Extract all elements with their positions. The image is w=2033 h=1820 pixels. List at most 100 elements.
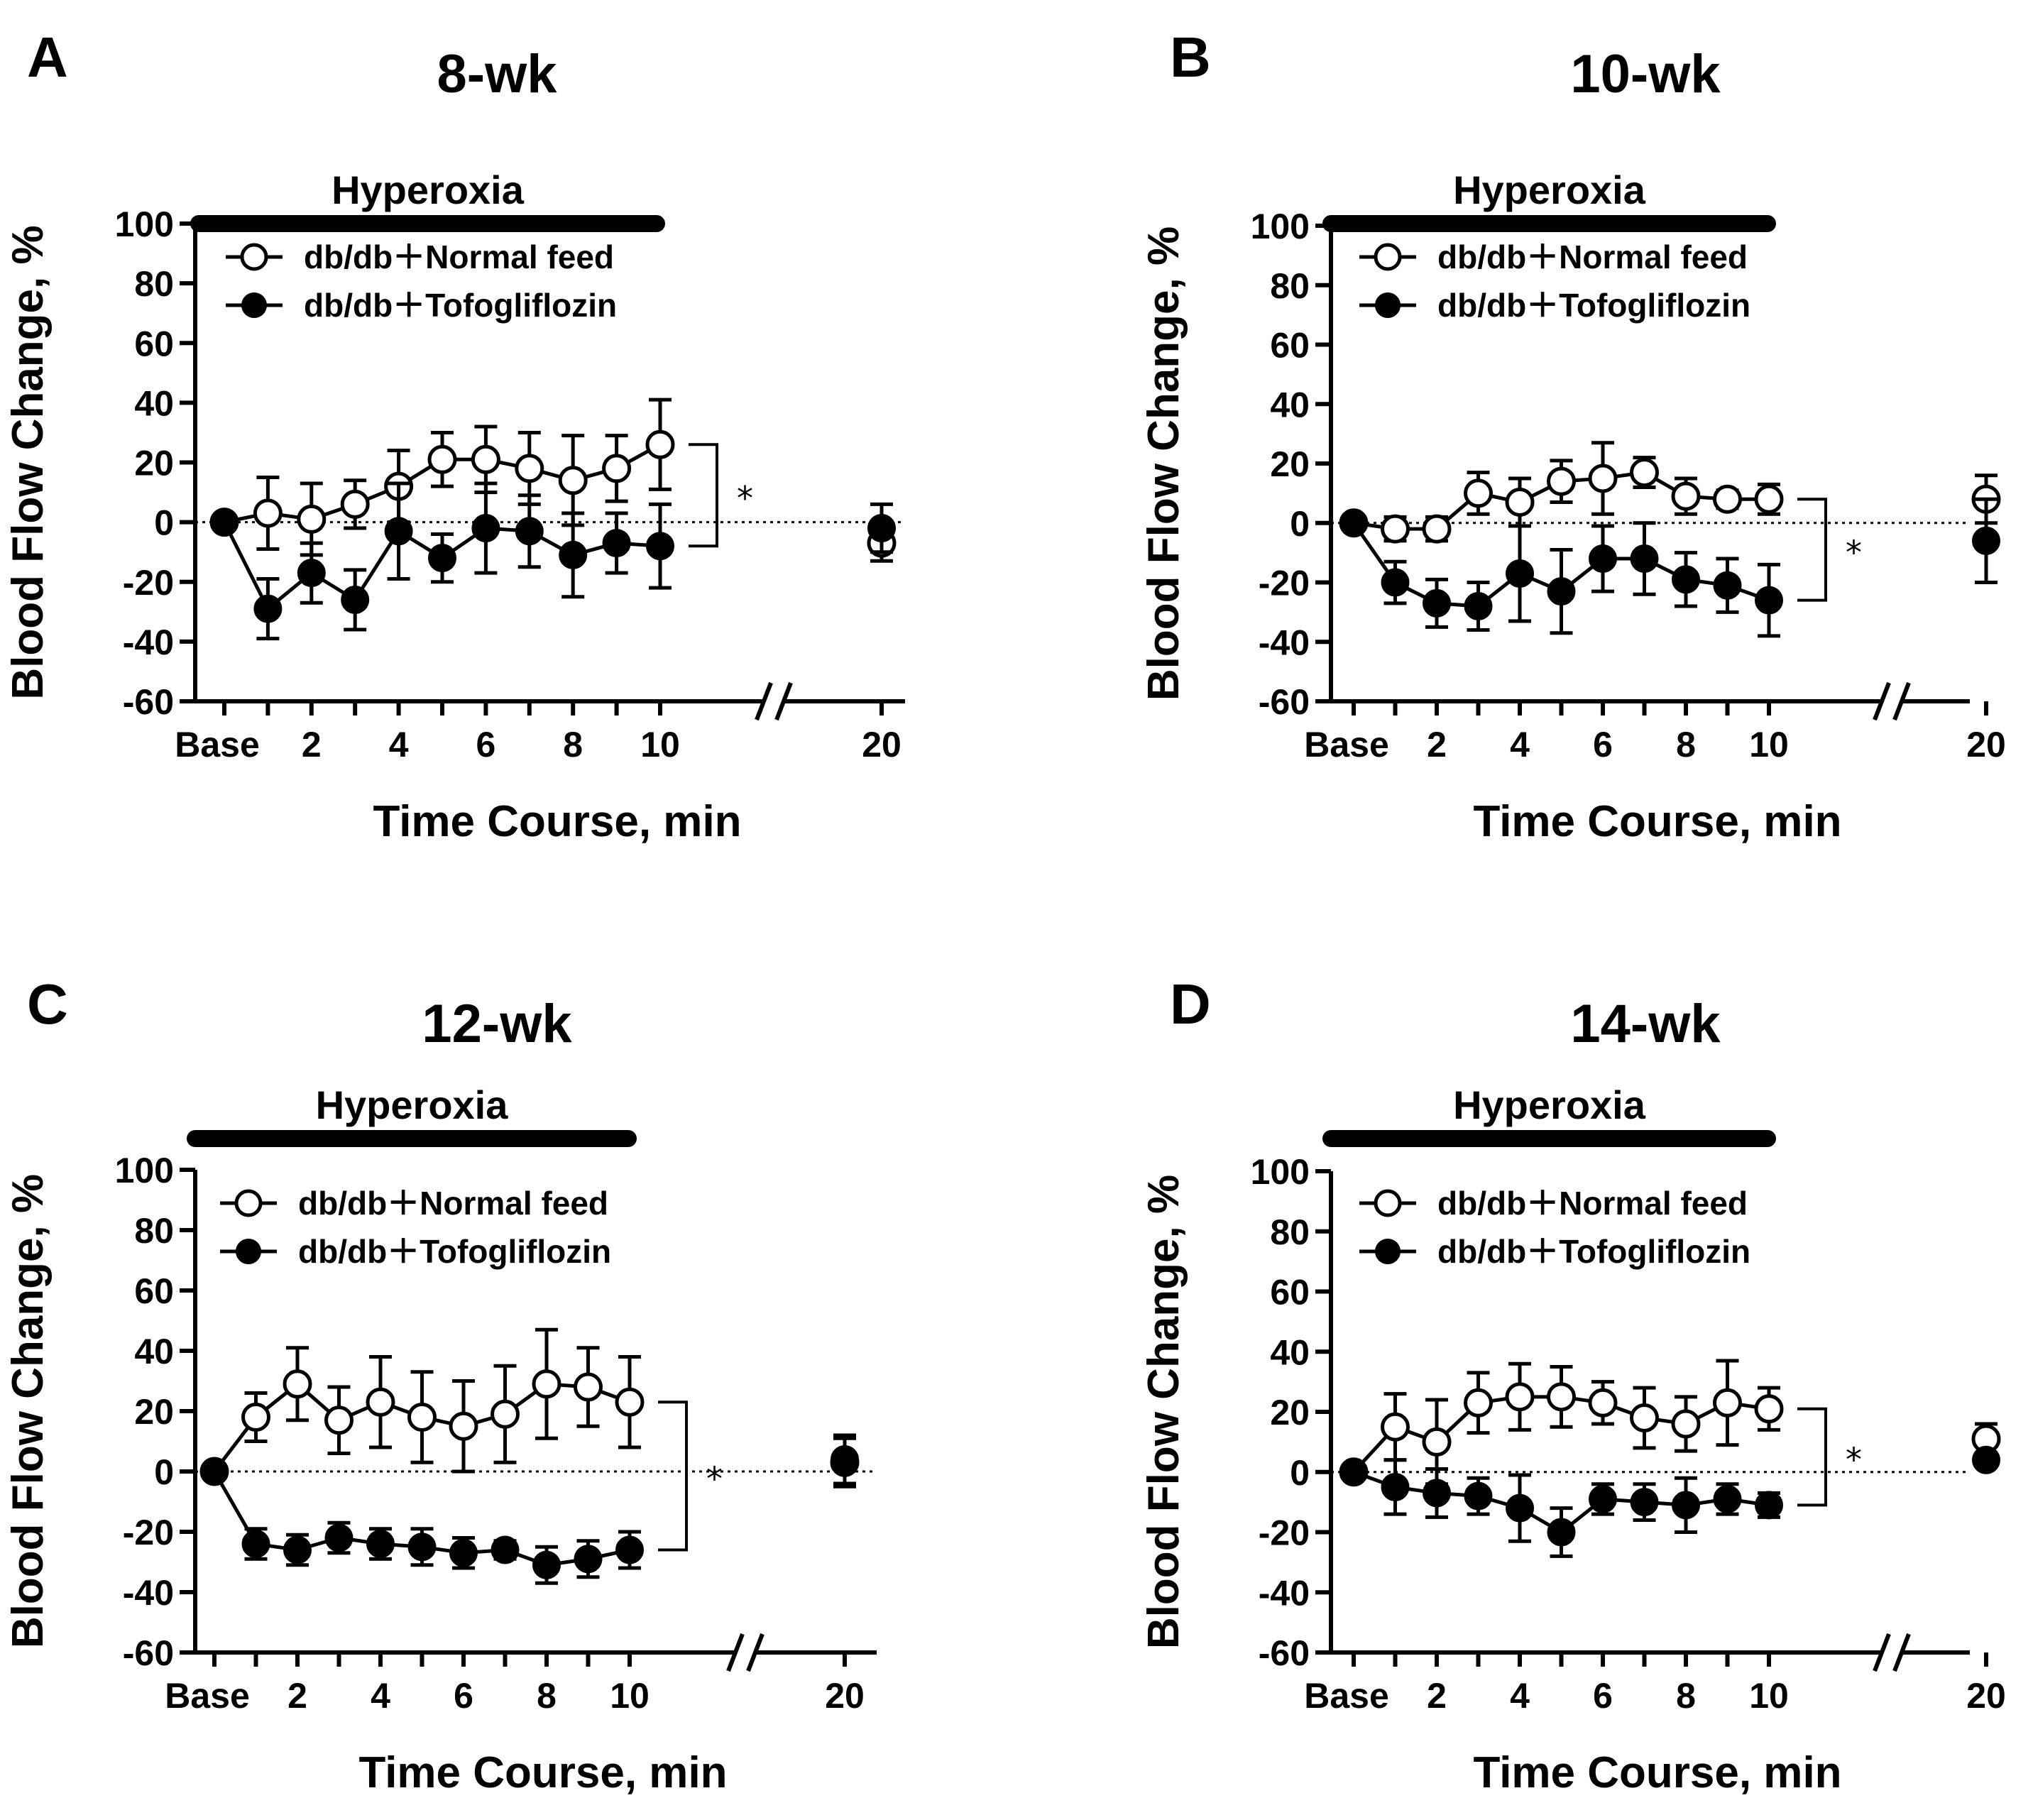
data-point-filled bbox=[532, 1550, 561, 1579]
data-point-filled bbox=[283, 1535, 312, 1564]
data-point-filled bbox=[1755, 586, 1783, 615]
legend-label: db/db＋Normal feed bbox=[304, 239, 614, 275]
x-tick-label: 20 bbox=[825, 1676, 865, 1716]
x-tick-label: 2 bbox=[1427, 1676, 1447, 1716]
data-point-open bbox=[1630, 458, 1659, 488]
panel-title: 8-wk bbox=[437, 44, 558, 104]
x-tick-label: 10 bbox=[1749, 1676, 1789, 1716]
y-tick-label: -40 bbox=[123, 623, 174, 662]
legend-marker bbox=[1375, 292, 1401, 318]
x-axis-title: Time Course, min bbox=[1473, 1748, 1841, 1797]
data-point-open bbox=[407, 1403, 437, 1432]
data-point-filled bbox=[602, 529, 631, 558]
axis-break-mark bbox=[1892, 681, 1911, 721]
data-point-open bbox=[1713, 1388, 1742, 1418]
data-point-filled bbox=[867, 514, 896, 543]
legend-label: db/db＋Normal feed bbox=[1437, 239, 1748, 275]
y-tick-label: -20 bbox=[1259, 564, 1310, 603]
y-tick-label: 60 bbox=[1270, 1273, 1310, 1312]
y-tick-label: 20 bbox=[1270, 444, 1310, 484]
data-point-open bbox=[449, 1411, 478, 1441]
data-point-filled bbox=[366, 1530, 395, 1558]
data-point-filled bbox=[646, 532, 674, 561]
axis-break-mark bbox=[1873, 681, 1891, 721]
data-point-open bbox=[283, 1369, 312, 1399]
series-tofogliflozin bbox=[1339, 1445, 2000, 1558]
data-point-open bbox=[1671, 481, 1701, 511]
data-point-filled bbox=[615, 1535, 644, 1564]
data-point-filled bbox=[1672, 1491, 1700, 1520]
series-tofogliflozin bbox=[210, 481, 896, 641]
y-tick-label: 100 bbox=[1251, 1152, 1310, 1192]
y-tick-label: -20 bbox=[123, 563, 174, 603]
data-point-open bbox=[1422, 514, 1452, 544]
y-tick-label: 40 bbox=[1270, 1332, 1310, 1372]
data-point-open bbox=[1505, 487, 1535, 517]
data-point-open bbox=[1381, 514, 1410, 544]
data-point-filled bbox=[1713, 571, 1742, 600]
x-tick-label: 8 bbox=[537, 1676, 557, 1716]
chart-panel-c: C 12-wk Hyperoxia 100 80 60 40 20 0 -20 -40 -60Base… bbox=[4, 972, 877, 1797]
x-tick-label: 6 bbox=[1593, 725, 1613, 764]
series-normal-feed bbox=[209, 398, 897, 563]
y-tick-label: -40 bbox=[1259, 623, 1310, 662]
data-point-open bbox=[324, 1405, 354, 1435]
x-tick-label: 6 bbox=[1593, 1676, 1613, 1716]
data-point-filled bbox=[1589, 1484, 1617, 1513]
series-tofogliflozin bbox=[1339, 497, 2000, 638]
data-point-filled bbox=[1547, 577, 1576, 606]
data-point-filled bbox=[200, 1457, 229, 1486]
legend-label: db/db＋Tofogliflozin bbox=[304, 287, 617, 324]
series-normal-feed bbox=[1339, 441, 2001, 544]
x-tick-label: 4 bbox=[371, 1676, 390, 1716]
y-tick-label: -60 bbox=[1259, 682, 1310, 722]
data-point-filled bbox=[1506, 1493, 1534, 1523]
legend-label: db/db＋Tofogliflozin bbox=[1437, 1233, 1750, 1270]
legend-label: db/db＋Tofogliflozin bbox=[1437, 287, 1750, 324]
legend-marker bbox=[1374, 243, 1402, 271]
y-tick-label: 80 bbox=[134, 264, 174, 304]
hyperoxia-label: Hyperoxia bbox=[331, 168, 525, 212]
data-point-open bbox=[602, 454, 632, 483]
panel-letter: B bbox=[1170, 26, 1211, 89]
chart-panel-b: B 10-wk Hyperoxia 100 80 60 40 20 0 -20 -40 -60Base… bbox=[1139, 26, 2006, 846]
chart-panel-d: D 14-wk Hyperoxia 100 80 60 40 20 0 -20 -40 -60Base… bbox=[1139, 972, 2006, 1797]
significance-bracket bbox=[1797, 498, 1827, 602]
data-point-filled bbox=[1381, 568, 1410, 597]
axis-break-mark bbox=[726, 1633, 745, 1672]
data-point-filled bbox=[1972, 526, 2000, 555]
data-point-filled bbox=[1423, 1479, 1451, 1508]
y-tick-label: 20 bbox=[1270, 1393, 1310, 1432]
data-point-filled bbox=[1339, 1457, 1368, 1486]
legend-entry: db/db＋Tofogliflozin bbox=[220, 1233, 611, 1270]
data-point-filled bbox=[1547, 1518, 1576, 1547]
panel-title: 10-wk bbox=[1570, 44, 1721, 104]
data-point-open bbox=[1505, 1382, 1535, 1412]
legend-marker bbox=[1375, 1239, 1401, 1264]
panel-letter: D bbox=[1170, 972, 1211, 1036]
significance-bracket bbox=[689, 443, 718, 548]
data-point-open bbox=[1464, 1388, 1493, 1418]
y-tick-label: 20 bbox=[134, 1392, 174, 1432]
legend-entry: db/db＋Normal feed bbox=[1359, 239, 1748, 275]
hyperoxia-label: Hyperoxia bbox=[1453, 1082, 1646, 1127]
data-point-open bbox=[1464, 478, 1493, 508]
axis-break-mark bbox=[755, 681, 773, 721]
data-point-open bbox=[1588, 1388, 1618, 1418]
x-tick-label: 20 bbox=[862, 725, 902, 764]
panel-letter: A bbox=[27, 26, 68, 89]
data-point-filled bbox=[324, 1523, 354, 1552]
axis-break-mark bbox=[1873, 1633, 1891, 1672]
legend-marker bbox=[241, 292, 267, 318]
data-point-open bbox=[1713, 484, 1742, 514]
data-point-filled bbox=[831, 1445, 859, 1474]
significance-star: * bbox=[706, 1459, 723, 1498]
data-point-open bbox=[1588, 464, 1618, 493]
data-point-open bbox=[1630, 1403, 1659, 1432]
x-tick-label: 20 bbox=[1966, 725, 2006, 764]
data-point-open bbox=[1754, 484, 1784, 514]
legend-label: db/db＋Normal feed bbox=[1437, 1185, 1748, 1222]
data-point-filled bbox=[449, 1538, 478, 1567]
legend-entry: db/db＋Tofogliflozin bbox=[1359, 287, 1750, 324]
